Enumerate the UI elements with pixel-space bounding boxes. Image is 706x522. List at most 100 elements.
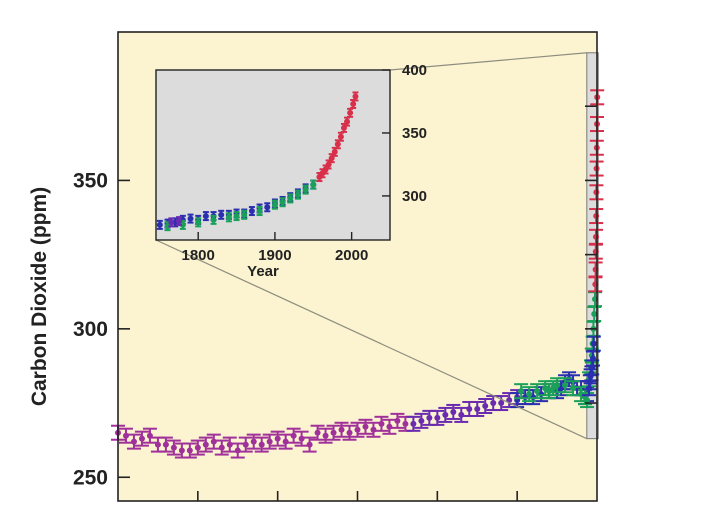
zoom-region xyxy=(586,52,599,440)
main-point-0-10-point xyxy=(194,444,201,451)
inset-point-1-3-point xyxy=(210,216,217,223)
main-point-0-6-point xyxy=(162,441,169,448)
main-point-1-3 xyxy=(430,409,445,426)
main-point-1-5-point xyxy=(450,408,457,415)
main-point-0-4 xyxy=(142,427,157,444)
main-point-0-30 xyxy=(350,421,365,438)
main-point-1-8 xyxy=(470,400,485,417)
inset-point-0-6-point xyxy=(202,213,209,220)
inset-point-0-12-point xyxy=(248,208,255,215)
main-point-0-20 xyxy=(270,430,285,447)
main-point-1-0-point xyxy=(410,420,417,427)
main-point-3-6-point xyxy=(554,382,561,389)
main-point-0-30-point xyxy=(354,426,361,433)
inset-point-1-11 xyxy=(294,189,301,200)
inset-point-1-8 xyxy=(271,199,278,210)
connector-bottom xyxy=(155,239,588,440)
main-point-0-21 xyxy=(278,433,293,450)
main-point-1-10-point xyxy=(490,400,497,407)
main-point-3-0-point xyxy=(518,388,525,395)
main-point-0-29-point xyxy=(346,429,353,436)
inset-xtick-label-0: 1800 xyxy=(182,247,215,264)
inset-point-1-7 xyxy=(256,206,263,217)
main-point-1-1 xyxy=(414,412,429,429)
main-point-5-3-point xyxy=(593,233,600,240)
main-point-0-11-point xyxy=(202,441,209,448)
inset-plot-background xyxy=(156,70,390,240)
inset-ytick-label-2: 400 xyxy=(402,62,427,79)
inset-xtick-label-2: 2000 xyxy=(335,247,368,264)
main-point-1-0 xyxy=(406,415,421,432)
main-point-0-28-point xyxy=(338,426,345,433)
main-point-4-6 xyxy=(586,335,601,352)
inset-xlabel: Year xyxy=(247,263,279,280)
main-point-1-3-point xyxy=(434,414,441,421)
inset-point-1-4-point xyxy=(225,214,232,221)
inset-point-0-14-point xyxy=(264,204,271,211)
main-point-3-11-point xyxy=(584,397,591,404)
inset-point-3-6 xyxy=(334,139,341,150)
main-point-3-8-point xyxy=(570,385,577,392)
inset-point-1-7-point xyxy=(256,208,263,215)
main-point-0-35 xyxy=(390,412,405,429)
inset-point-1-9 xyxy=(279,197,286,208)
main-point-0-14-point xyxy=(226,441,233,448)
main-point-0-18 xyxy=(254,436,269,453)
inset-point-1-0 xyxy=(164,221,171,232)
inset-point-0-0 xyxy=(156,219,163,230)
main-point-0-19 xyxy=(262,433,277,450)
main-point-1-8-point xyxy=(474,405,481,412)
main-point-1-2-point xyxy=(426,414,433,421)
main-point-0-22-point xyxy=(290,432,297,439)
inset-point-1-12-point xyxy=(302,186,309,193)
inset-point-1-10-point xyxy=(287,195,294,202)
main-ytick-label-1: 300 xyxy=(73,318,108,341)
inset-series-3 xyxy=(316,91,359,183)
main-point-0-12-point xyxy=(210,438,217,445)
inset-series-2 xyxy=(168,216,183,228)
inset-plot-frame xyxy=(155,69,391,241)
main-point-0-29 xyxy=(342,424,357,441)
inset-series-1 xyxy=(164,179,317,232)
main-point-0-33-point xyxy=(378,420,385,427)
main-ytick-label-0: 250 xyxy=(73,466,108,489)
inset-point-1-12 xyxy=(302,184,309,195)
inset-point-0-6 xyxy=(202,211,209,222)
main-point-0-7-point xyxy=(170,444,177,451)
main-point-0-2-point xyxy=(130,438,137,445)
main-point-1-6 xyxy=(454,406,469,423)
inset-point-1-10 xyxy=(287,193,294,204)
main-point-0-11 xyxy=(198,436,213,453)
main-ytick-label-2: 350 xyxy=(73,169,108,192)
main-point-0-27 xyxy=(326,424,341,441)
inset-point-2-0 xyxy=(168,217,175,228)
main-series-0 xyxy=(111,412,413,459)
inset-point-1-13-point xyxy=(310,181,317,188)
main-point-1-5 xyxy=(446,403,461,420)
main-point-3-2-point xyxy=(534,388,541,395)
inset-point-3-12-point xyxy=(352,93,359,100)
inset-point-1-9-point xyxy=(279,199,286,206)
main-point-0-7 xyxy=(166,439,181,456)
inset-point-3-9-point xyxy=(344,118,351,125)
inset-point-2-0-point xyxy=(168,219,175,226)
main-point-0-33 xyxy=(374,415,389,432)
main-point-0-17-point xyxy=(250,438,257,445)
main-point-0-25-point xyxy=(314,429,321,436)
main-point-0-8-point xyxy=(178,447,185,454)
main-point-0-6 xyxy=(158,436,173,453)
main-point-3-1 xyxy=(522,386,537,403)
inset-panel: 1800 1900 2000 300 350 400 Year xyxy=(155,62,427,280)
main-point-0-24 xyxy=(302,436,317,453)
main-point-1-4 xyxy=(438,406,453,423)
main-point-0-2 xyxy=(126,433,141,450)
main-point-5-2-point xyxy=(592,248,599,255)
main-point-1-7-point xyxy=(466,405,473,412)
main-point-0-16 xyxy=(238,436,253,453)
inset-point-1-8-point xyxy=(271,201,278,208)
main-point-0-23-point xyxy=(298,435,305,442)
main-point-0-26-point xyxy=(322,432,329,439)
inset-ytick-label-1: 350 xyxy=(402,125,427,142)
inset-point-0-14 xyxy=(264,202,271,213)
inset-point-3-10-point xyxy=(347,109,354,116)
